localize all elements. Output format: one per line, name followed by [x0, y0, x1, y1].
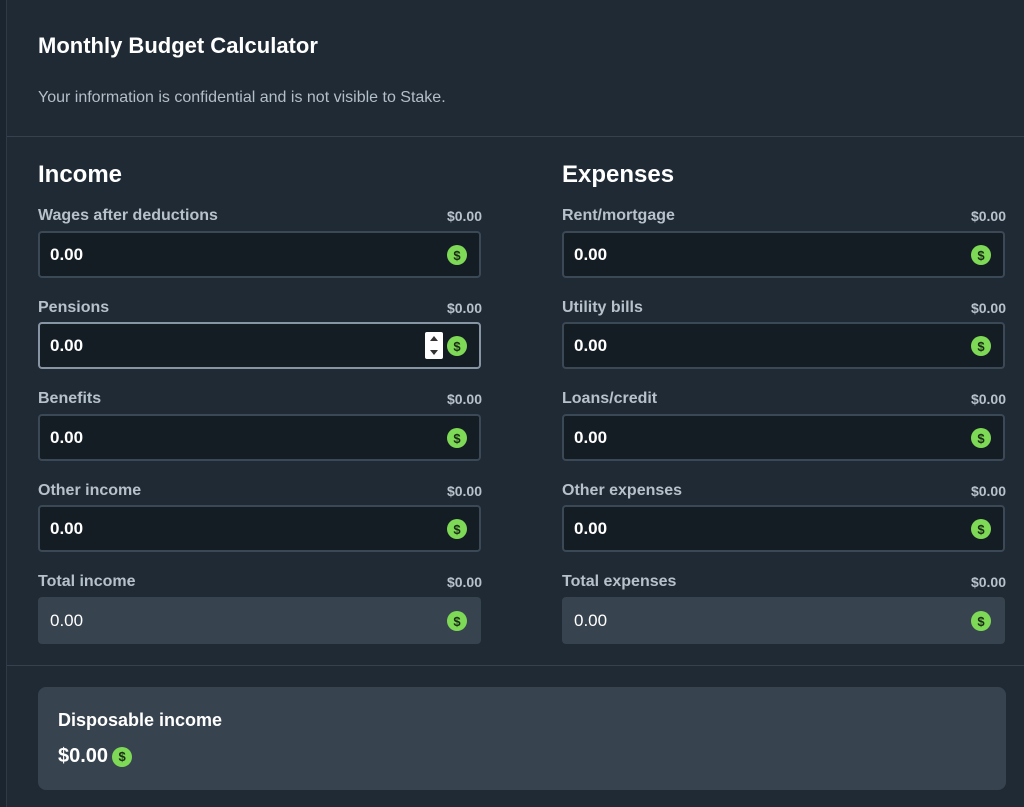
spinner-up-icon[interactable] — [430, 336, 438, 342]
disposable-income-value: $0.00 — [58, 745, 109, 767]
dollar-icon: $ — [447, 519, 467, 539]
total-expenses-field: 0.00 $ — [562, 597, 1005, 644]
dollar-icon: $ — [447, 336, 467, 356]
wages-label: Wages after deductions — [38, 207, 218, 224]
total-income-label: Total income — [38, 573, 136, 590]
pensions-input-value[interactable]: 0.00 — [50, 336, 84, 355]
total-income-field: 0.00 $ — [38, 597, 481, 644]
benefits-input[interactable]: 0.00 $ — [38, 414, 481, 461]
rent-input-value[interactable]: 0.00 — [574, 245, 608, 264]
disposable-income-label: Disposable income — [58, 710, 223, 730]
other-expenses-amount: $0.00 — [970, 483, 1006, 499]
dollar-icon: $ — [971, 611, 991, 631]
rent-amount: $0.00 — [970, 208, 1006, 224]
benefits-label: Benefits — [38, 390, 102, 407]
wages-amount: $0.00 — [446, 208, 482, 224]
budget-calculator-card: Monthly Budget Calculator Your informati… — [6, 0, 1024, 807]
dollar-icon: $ — [971, 519, 991, 539]
loans-amount: $0.00 — [970, 391, 1006, 407]
benefits-input-value[interactable]: 0.00 — [50, 428, 84, 447]
loans-label: Loans/credit — [562, 390, 658, 407]
other-income-amount: $0.00 — [446, 483, 482, 499]
rent-input[interactable]: 0.00 $ — [562, 231, 1005, 278]
other-income-label: Other income — [38, 482, 142, 499]
disposable-income-panel: Disposable income $0.00 $ — [38, 687, 1006, 790]
dollar-icon: $ — [447, 428, 467, 448]
pensions-input[interactable]: 0.00 $ — [38, 322, 481, 369]
dollar-icon: $ — [447, 611, 467, 631]
utility-amount: $0.00 — [970, 300, 1006, 316]
dollar-icon: $ — [971, 428, 991, 448]
loans-input-value[interactable]: 0.00 — [574, 428, 608, 447]
pensions-label: Pensions — [38, 299, 110, 316]
benefits-amount: $0.00 — [446, 391, 482, 407]
dollar-icon: $ — [447, 245, 467, 265]
other-income-input[interactable]: 0.00 $ — [38, 505, 481, 552]
dollar-icon: $ — [971, 245, 991, 265]
number-spinner[interactable] — [425, 332, 443, 359]
income-heading: Income — [38, 161, 123, 188]
disposable-income-value-row: $0.00 $ — [58, 745, 133, 768]
total-expenses-label: Total expenses — [562, 573, 677, 590]
calculator-header: Monthly Budget Calculator Your informati… — [7, 0, 1024, 137]
rent-label: Rent/mortgage — [562, 207, 675, 224]
total-expenses-value: 0.00 — [574, 611, 608, 630]
expenses-heading: Expenses — [562, 161, 675, 188]
total-income-amount: $0.00 — [446, 574, 482, 590]
dollar-icon: $ — [112, 746, 133, 767]
other-expenses-input[interactable]: 0.00 $ — [562, 505, 1005, 552]
wages-input[interactable]: 0.00 $ — [38, 231, 481, 278]
loans-input[interactable]: 0.00 $ — [562, 414, 1005, 461]
other-income-input-value[interactable]: 0.00 — [50, 519, 84, 538]
section-divider — [7, 665, 1024, 666]
total-income-value: 0.00 — [50, 611, 84, 630]
utility-input-value[interactable]: 0.00 — [574, 336, 608, 355]
other-expenses-input-value[interactable]: 0.00 — [574, 519, 608, 538]
spinner-down-icon[interactable] — [430, 349, 438, 355]
dollar-icon: $ — [971, 336, 991, 356]
confidentiality-note: Your information is confidential and is … — [38, 89, 446, 106]
utility-label: Utility bills — [562, 299, 643, 316]
total-expenses-amount: $0.00 — [970, 574, 1006, 590]
wages-input-value[interactable]: 0.00 — [50, 245, 84, 264]
utility-input[interactable]: 0.00 $ — [562, 322, 1005, 369]
pensions-amount: $0.00 — [446, 300, 482, 316]
other-expenses-label: Other expenses — [562, 482, 683, 499]
page-title: Monthly Budget Calculator — [38, 33, 318, 58]
